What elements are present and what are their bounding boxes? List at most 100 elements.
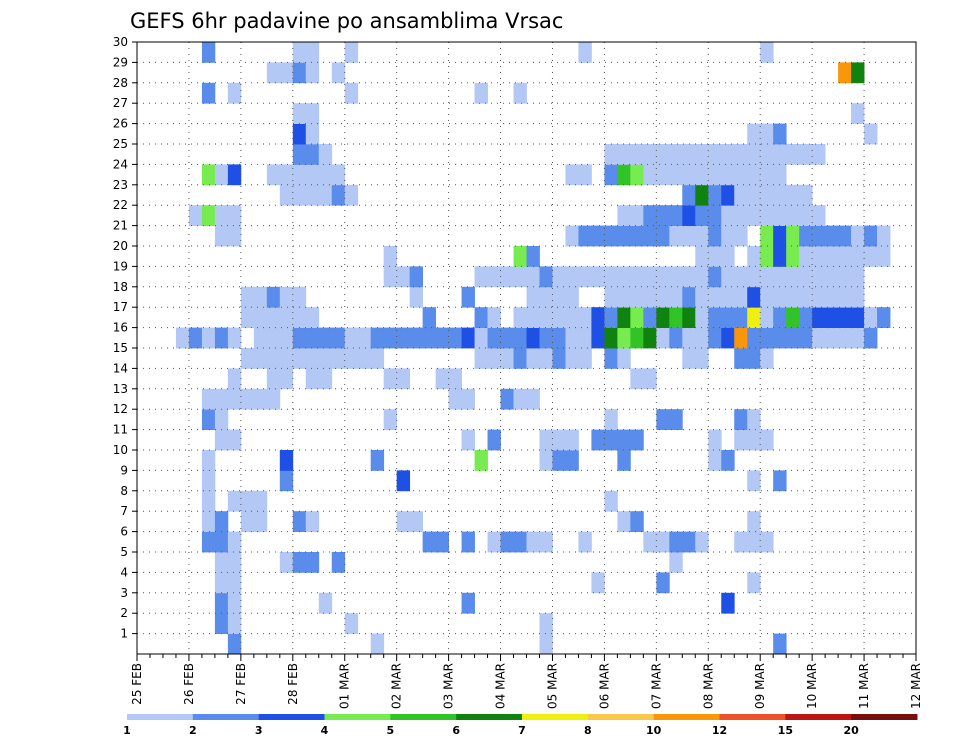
y-tick-label: 8	[120, 484, 128, 498]
heatmap-cell	[656, 572, 670, 594]
y-tick-label: 22	[113, 198, 128, 212]
heatmap-cell	[630, 225, 644, 247]
heatmap-cell	[721, 164, 735, 186]
heatmap-cell	[214, 327, 229, 349]
heatmap-cell	[240, 511, 255, 532]
heatmap-cell	[617, 286, 631, 308]
heatmap-cell	[604, 429, 618, 451]
heatmap-cell	[461, 388, 475, 410]
heatmap-cell	[513, 266, 527, 288]
heatmap-cell	[539, 531, 553, 553]
heatmap-cell	[643, 286, 657, 308]
heatmap-cell	[682, 531, 696, 553]
colorbar-label: 4	[321, 724, 329, 737]
heatmap-cell	[747, 144, 761, 165]
heatmap-cell	[669, 266, 683, 288]
heatmap-cell	[760, 184, 774, 206]
heatmap-cell	[643, 327, 657, 349]
colorbar-label: 5	[387, 724, 395, 737]
heatmap-cell	[747, 327, 761, 349]
heatmap-cell	[565, 450, 579, 471]
heatmap-cell	[266, 62, 281, 84]
heatmap-cell	[695, 144, 709, 165]
heatmap-cell	[331, 552, 346, 573]
heatmap-cell	[721, 286, 735, 308]
heatmap-cell	[656, 327, 670, 349]
heatmap-cell	[604, 225, 618, 247]
heatmap-cell	[474, 348, 488, 369]
heatmap-cell	[734, 429, 748, 451]
heatmap-cell	[201, 490, 216, 512]
heatmap-cell	[305, 307, 320, 328]
heatmap-cell	[318, 184, 333, 206]
heatmap-cell	[578, 164, 592, 186]
heatmap-cell	[695, 205, 709, 226]
heatmap-cell	[630, 286, 644, 308]
heatmap-cell	[409, 327, 424, 349]
heatmap-cell	[318, 592, 333, 614]
heatmap-cell	[643, 307, 657, 328]
heatmap-cell	[175, 327, 190, 349]
x-tick-label: 10 MAR	[805, 663, 819, 709]
heatmap-cell	[617, 429, 631, 451]
heatmap-cell	[747, 511, 761, 532]
heatmap-cell	[747, 572, 761, 594]
heatmap-cell	[695, 184, 709, 206]
heatmap-cell	[526, 327, 540, 349]
heatmap-cell	[617, 266, 631, 288]
heatmap-cell	[617, 205, 631, 226]
heatmap-cell	[734, 266, 748, 288]
heatmap-cell	[578, 225, 592, 247]
heatmap-cell	[591, 429, 605, 451]
heatmap-cell	[747, 205, 761, 226]
heatmap-cell	[513, 388, 527, 410]
heatmap-cell	[578, 327, 592, 349]
heatmap-cell	[786, 307, 800, 328]
heatmap-cell	[565, 327, 579, 349]
heatmap-cell	[266, 286, 281, 308]
heatmap-cell	[539, 613, 553, 634]
heatmap-cell	[864, 327, 878, 349]
heatmap-cell	[851, 225, 865, 247]
heatmap-cell	[214, 164, 229, 186]
heatmap-cell	[539, 348, 553, 369]
heatmap-cell	[565, 429, 579, 451]
heatmap-cell	[253, 286, 268, 308]
heatmap-cell	[773, 286, 787, 308]
heatmap-cell	[786, 144, 800, 165]
y-tick-label: 2	[120, 606, 128, 620]
heatmap-cell	[201, 470, 216, 492]
heatmap-cell	[279, 184, 294, 206]
heatmap-cell	[773, 327, 787, 349]
y-tick-label: 17	[113, 300, 128, 314]
x-tick-label: 04 MAR	[494, 663, 508, 709]
heatmap-cell	[825, 225, 839, 247]
heatmap-cell	[747, 307, 761, 328]
heatmap-cell	[513, 246, 527, 267]
colorbar-swatch	[324, 714, 391, 720]
heatmap-cell	[279, 552, 294, 573]
colorbar-swatch	[192, 714, 260, 720]
heatmap-cell	[500, 327, 514, 349]
heatmap-cell	[708, 184, 722, 206]
heatmap-cell	[786, 246, 800, 267]
heatmap-cell	[669, 409, 683, 430]
x-tick-label: 12 MAR	[909, 663, 923, 709]
heatmap-cell	[214, 225, 229, 247]
heatmap-cell	[409, 511, 424, 532]
y-tick-label: 10	[113, 443, 128, 457]
heatmap-cell	[513, 327, 527, 349]
heatmap-cell	[253, 307, 268, 328]
heatmap-cell	[201, 409, 216, 430]
heatmap-cell	[305, 62, 320, 84]
heatmap-cell	[799, 184, 813, 206]
heatmap-cell	[201, 450, 216, 471]
heatmap-cell	[474, 327, 488, 349]
heatmap-cell	[344, 613, 359, 634]
heatmap-cell	[539, 266, 553, 288]
heatmap-cell	[695, 164, 709, 186]
heatmap-cell	[773, 123, 787, 145]
heatmap-cell	[656, 225, 670, 247]
heatmap-cell	[435, 531, 449, 553]
heatmap-cell	[695, 266, 709, 288]
